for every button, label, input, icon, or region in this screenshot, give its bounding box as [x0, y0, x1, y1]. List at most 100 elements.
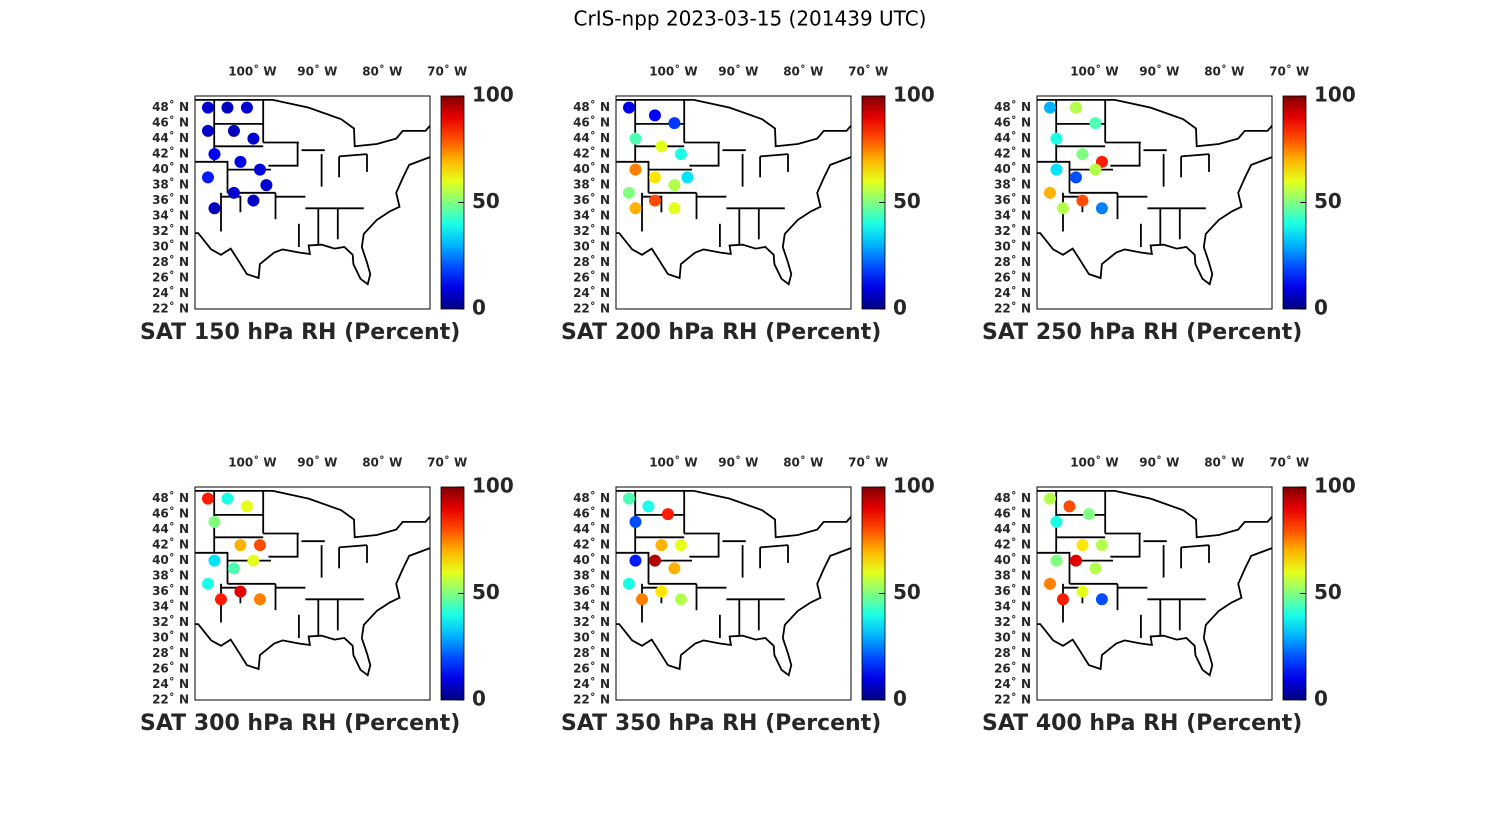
colorbar-tick-label: 100	[1314, 83, 1356, 107]
state-border	[1037, 160, 1071, 193]
rh-point	[227, 124, 240, 137]
rh-point	[214, 593, 227, 606]
lat-tick-label: 44˚ N	[994, 521, 1031, 536]
lat-tick-label: 44˚ N	[152, 521, 189, 536]
rh-point	[234, 539, 247, 552]
lat-tick-label: 30˚ N	[573, 239, 610, 254]
lat-tick-label: 36˚ N	[573, 583, 610, 598]
rh-point	[1076, 194, 1089, 207]
colorbar-tick-label: 50	[1314, 189, 1342, 213]
rh-point	[1043, 186, 1056, 199]
lon-tick-label: 80˚ W	[783, 64, 823, 79]
rh-point	[227, 186, 240, 199]
lon-tick-label: 100˚ W	[228, 455, 276, 470]
rh-point	[1069, 171, 1082, 184]
map-frame	[615, 486, 852, 701]
rh-point	[201, 492, 214, 505]
rh-point	[1043, 492, 1056, 505]
state-border	[642, 195, 663, 213]
rh-point	[253, 163, 266, 176]
rh-point	[1095, 202, 1108, 215]
colorbar-tick-label: 0	[1314, 687, 1328, 711]
lat-tick-label: 22˚ N	[573, 692, 610, 707]
rh-point	[221, 101, 234, 114]
colorbar-tick-label: 0	[1314, 296, 1328, 320]
lon-tick-label: 70˚ W	[427, 64, 467, 79]
state-border	[760, 153, 789, 158]
lon-tick-label: 90˚ W	[1139, 64, 1179, 79]
lat-tick-label: 34˚ N	[573, 208, 610, 223]
colorbar-tick-label: 50	[1314, 580, 1342, 604]
lat-tick-label: 36˚ N	[152, 192, 189, 207]
lon-tick-label: 100˚ W	[649, 455, 697, 470]
map-panel: 100˚ W 90˚ W 80˚ W 70˚ W 22˚ N24˚ N26˚ N28˚ …	[982, 64, 1356, 346]
panel-label: SAT 400 hPa RH (Percent)	[982, 711, 1302, 736]
rh-point	[253, 539, 266, 552]
rh-point	[208, 202, 221, 215]
rh-point	[629, 202, 642, 215]
rh-point	[648, 171, 661, 184]
rh-point	[208, 515, 221, 528]
rh-point	[201, 101, 214, 114]
lon-tick-label: 70˚ W	[1269, 64, 1309, 79]
state-border	[221, 195, 242, 213]
rh-point	[674, 148, 687, 161]
lat-tick-label: 24˚ N	[994, 285, 1031, 300]
lat-tick-label: 46˚ N	[994, 506, 1031, 521]
rh-point	[240, 500, 253, 513]
map-layer	[1037, 99, 1272, 286]
rh-point	[1056, 593, 1069, 606]
lat-tick-label: 46˚ N	[573, 506, 610, 521]
rh-point	[201, 124, 214, 137]
map-frame	[194, 95, 431, 310]
map-frame	[1036, 95, 1273, 310]
rh-point	[655, 140, 668, 153]
lat-tick-label: 32˚ N	[573, 223, 610, 238]
lat-tick-label: 38˚ N	[994, 177, 1031, 192]
lon-tick-label: 100˚ W	[1070, 64, 1118, 79]
rh-point	[1050, 132, 1063, 145]
rh-point	[622, 186, 635, 199]
lat-tick-label: 44˚ N	[152, 130, 189, 145]
lat-tick-label: 42˚ N	[573, 537, 610, 552]
lat-tick-label: 40˚ N	[994, 552, 1031, 567]
lat-tick-label: 26˚ N	[994, 270, 1031, 285]
map-panel: 100˚ W 90˚ W 80˚ W 70˚ W 22˚ N24˚ N26˚ N28˚ …	[561, 455, 935, 737]
panel-label: SAT 300 hPa RH (Percent)	[140, 711, 460, 736]
rh-point	[247, 554, 260, 567]
rh-point	[1056, 202, 1069, 215]
lat-tick-label: 30˚ N	[994, 239, 1031, 254]
lat-tick-label: 30˚ N	[152, 630, 189, 645]
lat-tick-label: 26˚ N	[152, 270, 189, 285]
rh-point	[1089, 117, 1102, 130]
colorbar-tick-label: 50	[893, 189, 921, 213]
colorbar-tick-label: 0	[893, 296, 907, 320]
state-border	[1181, 544, 1210, 549]
rh-point	[1069, 101, 1082, 114]
lat-tick-label: 42˚ N	[152, 537, 189, 552]
lat-tick-label: 40˚ N	[573, 161, 610, 176]
lat-tick-label: 48˚ N	[994, 490, 1031, 505]
state-border	[616, 160, 650, 193]
state-border	[195, 160, 229, 193]
lat-tick-label: 36˚ N	[994, 583, 1031, 598]
state-border	[689, 142, 720, 167]
state-border	[689, 533, 720, 558]
lon-tick-label: 90˚ W	[297, 455, 337, 470]
state-border	[760, 544, 789, 549]
state-border	[268, 533, 299, 558]
lat-tick-label: 28˚ N	[573, 645, 610, 660]
rh-point	[1050, 515, 1063, 528]
rh-point	[1043, 101, 1056, 114]
rh-point	[201, 577, 214, 590]
map-layer	[616, 99, 851, 286]
colorbar-tick-label: 100	[893, 83, 935, 107]
map-layer	[616, 490, 851, 677]
lat-tick-label: 42˚ N	[994, 537, 1031, 552]
lon-tick-label: 80˚ W	[362, 455, 402, 470]
lat-tick-label: 22˚ N	[994, 301, 1031, 316]
lon-tick-label: 90˚ W	[718, 455, 758, 470]
rh-point	[1082, 508, 1095, 521]
rh-point	[227, 562, 240, 575]
figure-title: CrIS-npp 2023-03-15 (201439 UTC)	[574, 7, 927, 31]
